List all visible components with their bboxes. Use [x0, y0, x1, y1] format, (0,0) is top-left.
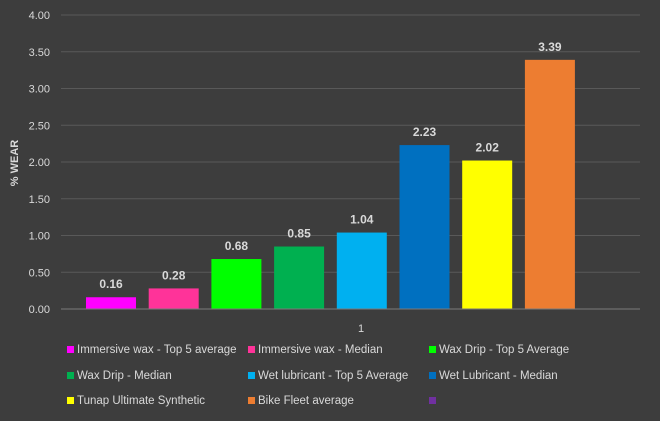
bar — [336, 232, 387, 309]
legend: Immersive wax - Top 5 average Immersive w… — [67, 344, 569, 407]
bar — [399, 145, 450, 309]
y-axis-title: % WEAR — [9, 140, 21, 187]
legend-swatch — [248, 397, 255, 404]
data-labels: 0.16 0.28 0.68 0.85 1.04 2.23 2.02 3.39 — [99, 40, 562, 291]
gridlines — [61, 14, 640, 273]
legend-swatch — [67, 346, 74, 353]
bar — [86, 297, 136, 309]
y-tick-label: 2.50 — [29, 120, 50, 132]
x-category-label: 1 — [358, 323, 364, 335]
bar — [462, 160, 513, 309]
legend-entry: Tunap Ultimate Synthetic — [77, 395, 205, 407]
data-label: 0.85 — [287, 227, 311, 241]
y-tick-label: 3.00 — [29, 84, 50, 96]
legend-swatch — [67, 372, 74, 379]
legend-swatch — [429, 372, 436, 379]
legend-swatch-extra — [429, 397, 436, 404]
y-tick-label: 2.00 — [29, 157, 50, 169]
y-tick-label: 1.50 — [29, 194, 50, 206]
y-tick-label: 0.50 — [29, 267, 50, 279]
legend-entry: Wax Drip - Median — [77, 370, 172, 382]
data-label: 2.02 — [476, 141, 500, 155]
bar — [274, 246, 325, 309]
y-tick-label: 0.00 — [29, 304, 50, 316]
data-label: 2.23 — [413, 125, 437, 139]
bar — [211, 259, 262, 309]
legend-swatch — [248, 346, 255, 353]
legend-entry: Wet Lubricant - Median — [439, 370, 558, 382]
legend-entry: Wet lubricant - Top 5 Average — [258, 370, 408, 382]
y-tick-label: 4.00 — [29, 10, 50, 22]
legend-entry: Immersive wax - Median — [258, 344, 383, 356]
data-label: 0.68 — [225, 239, 249, 253]
bar — [148, 288, 199, 309]
y-tick-label: 1.00 — [29, 231, 50, 243]
legend-swatch — [67, 397, 74, 404]
legend-swatch — [248, 372, 255, 379]
data-label: 0.28 — [162, 268, 186, 282]
y-axis-ticks: 0.00 0.50 1.00 1.50 2.00 2.50 3.00 3.50 4.00 — [29, 10, 50, 316]
y-tick-label: 3.50 — [29, 47, 50, 59]
legend-entry: Wax Drip - Top 5 Average — [439, 344, 569, 356]
data-label: 1.04 — [350, 213, 374, 227]
data-label: 3.39 — [538, 40, 562, 54]
bars — [86, 59, 575, 310]
legend-entry: Immersive wax - Top 5 average — [77, 344, 237, 356]
data-label: 0.16 — [99, 277, 123, 291]
legend-swatch — [429, 346, 436, 353]
bar — [524, 59, 575, 310]
legend-entry: Bike Fleet average — [258, 395, 354, 407]
